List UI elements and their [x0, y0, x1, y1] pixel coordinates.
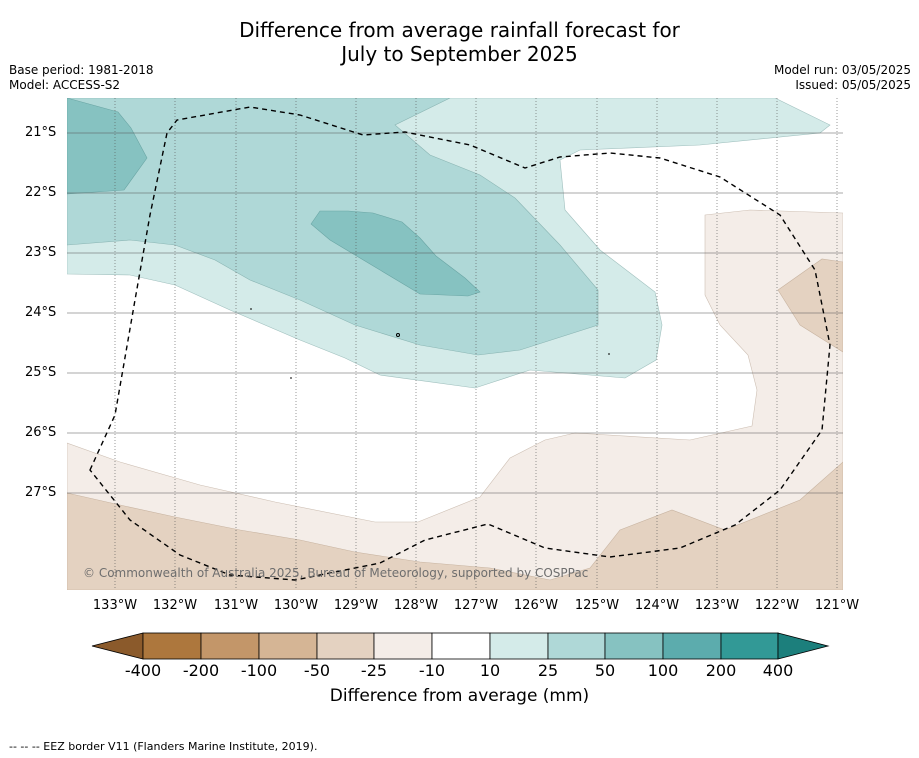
- colorbar-bin-5: [373, 632, 433, 660]
- copyright-text: © Commonwealth of Australia 2025, Bureau…: [83, 566, 588, 580]
- colorbar-bin-11: [720, 632, 779, 660]
- lon-label-130w: 130°W: [273, 598, 319, 613]
- issued-date: Issued: 05/05/2025: [795, 78, 911, 92]
- eez-footnote: -- -- -- EEZ border V11 (Flanders Marine…: [9, 740, 318, 753]
- lon-label-131w: 131°W: [213, 598, 259, 613]
- title-line-1: Difference from average rainfall forecas…: [239, 18, 680, 42]
- map-area: © Commonwealth of Australia 2025, Bureau…: [67, 98, 843, 590]
- colorbar-bin-9: [604, 632, 664, 660]
- lon-label-133w: 133°W: [92, 598, 138, 613]
- lon-label-121w: 121°W: [814, 598, 860, 613]
- colorbar: [91, 632, 830, 660]
- contour-50-100-center: [310, 210, 481, 297]
- lat-label-27s: 27°S: [25, 485, 57, 500]
- colorbar-label-neg200: -200: [182, 661, 220, 680]
- base-period: Base period: 1981-2018: [9, 63, 154, 77]
- lat-label-25s: 25°S: [25, 365, 57, 380]
- colorbar-label-neg25: -25: [360, 661, 388, 680]
- colorbar-low-extension: [91, 632, 144, 660]
- colorbar-bin-2: [200, 632, 260, 660]
- meta-right: Model run: 03/05/2025 Issued: 05/05/2025: [774, 63, 911, 93]
- model-run: Model run: 03/05/2025: [773, 63, 911, 77]
- colorbar-label-neg100: -100: [240, 661, 278, 680]
- meta-left: Base period: 1981-2018 Model: ACCESS-S2: [9, 63, 154, 93]
- colorbar-bin-7: [489, 632, 549, 660]
- lon-label-129w: 129°W: [333, 598, 379, 613]
- contour-neg25-neg50-south: [67, 461, 843, 590]
- eez-border: [89, 106, 831, 581]
- colorbar-label-neg10: -10: [418, 661, 446, 680]
- colorbar-bin-8: [547, 632, 606, 660]
- colorbar-bin-1: [142, 632, 202, 660]
- colorbar-label-10: 10: [479, 661, 501, 680]
- island-markers: [250, 308, 610, 379]
- colorbar-label-neg50: -50: [303, 661, 331, 680]
- lat-label-23s: 23°S: [25, 245, 57, 260]
- lat-label-22s: 22°S: [25, 185, 57, 200]
- colorbar-bin-3: [258, 632, 318, 660]
- lat-label-21s: 21°S: [25, 125, 57, 140]
- lat-label-26s: 26°S: [25, 425, 57, 440]
- lon-label-128w: 128°W: [393, 598, 439, 613]
- lon-label-124w: 124°W: [634, 598, 680, 613]
- model-name: Model: ACCESS-S2: [9, 78, 121, 92]
- colorbar-high-extension: [777, 632, 830, 660]
- colorbar-label-100: 100: [647, 661, 679, 680]
- contour-50-100-west: [67, 98, 148, 195]
- colorbar-bin-6: [431, 632, 491, 660]
- lon-label-126w: 126°W: [513, 598, 559, 613]
- lon-label-127w: 127°W: [453, 598, 499, 613]
- colorbar-label-50: 50: [594, 661, 616, 680]
- lon-label-122w: 122°W: [754, 598, 800, 613]
- title-line-2: July to September 2025: [341, 42, 578, 66]
- lat-label-24s: 24°S: [25, 305, 57, 320]
- lon-label-125w: 125°W: [574, 598, 620, 613]
- graticule: [67, 98, 843, 590]
- colorbar-bin-10: [662, 632, 722, 660]
- colorbar-label-neg400: -400: [124, 661, 162, 680]
- lon-label-132w: 132°W: [152, 598, 198, 613]
- colorbar-label-400: 400: [762, 661, 794, 680]
- lon-label-123w: 123°W: [694, 598, 740, 613]
- colorbar-title: Difference from average (mm): [329, 686, 590, 706]
- map-title: Difference from average rainfall forecas…: [0, 18, 919, 66]
- colorbar-bin-4: [316, 632, 375, 660]
- colorbar-label-25: 25: [537, 661, 559, 680]
- colorbar-label-200: 200: [705, 661, 737, 680]
